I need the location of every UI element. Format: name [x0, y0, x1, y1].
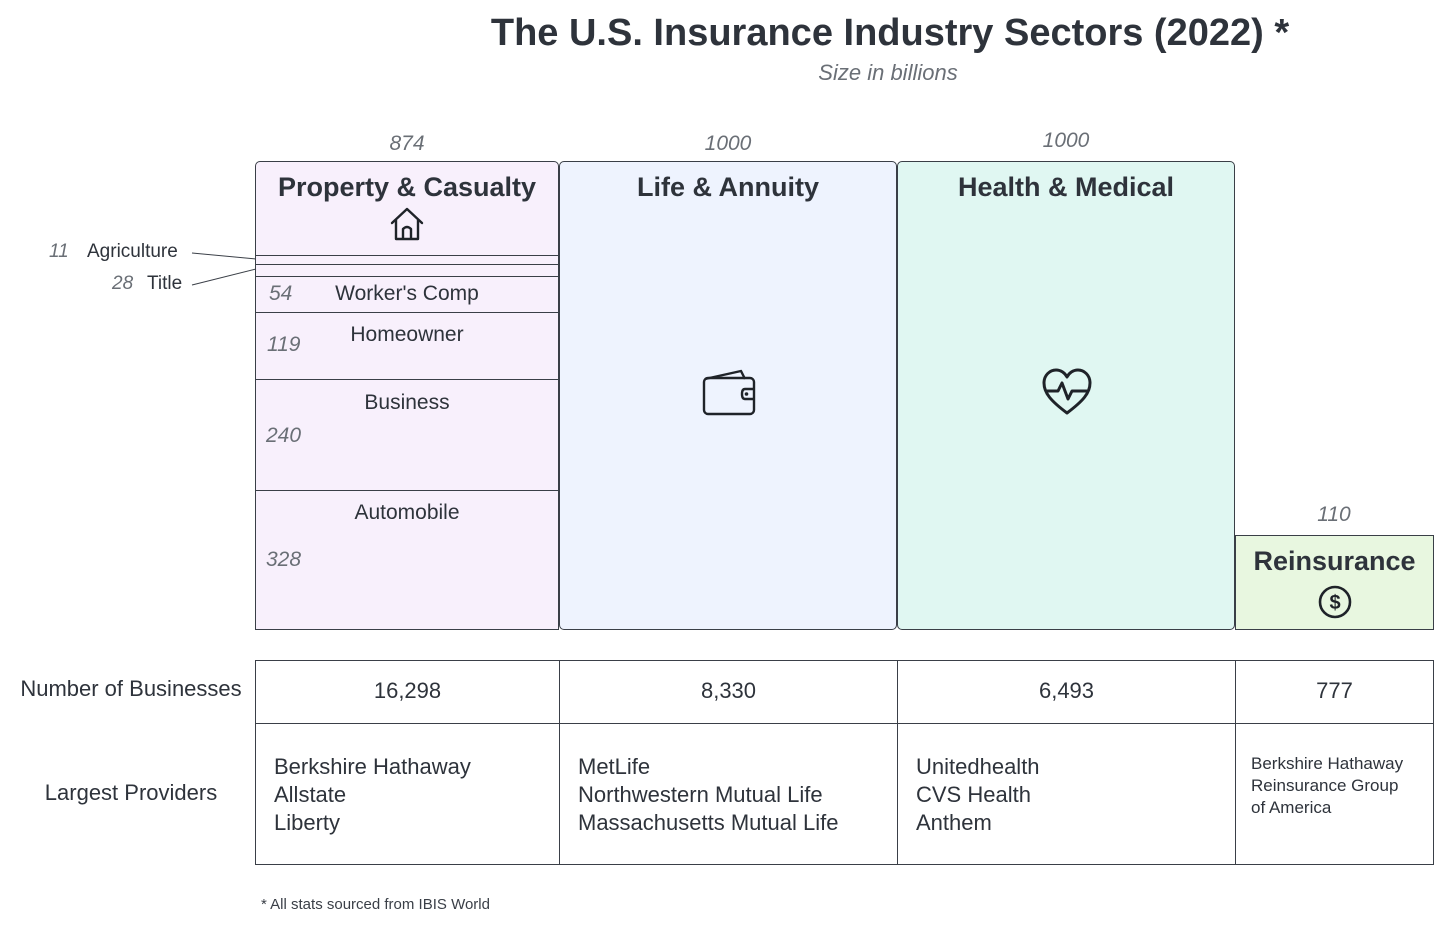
page-subtitle: Size in billions: [818, 60, 958, 85]
provider-name: Liberty: [274, 810, 341, 835]
provider-name: Massachusetts Mutual Life: [578, 810, 839, 835]
footnote: * All stats sourced from IBIS World: [261, 896, 490, 913]
subsector-name-title: Title: [147, 273, 183, 294]
provider-name: Reinsurance Group: [1251, 776, 1399, 795]
divider: [256, 379, 558, 380]
svg-text:$: $: [1329, 592, 1340, 614]
subsector-value-business: 240: [266, 424, 302, 447]
dollar-coin-icon: $: [1318, 585, 1352, 619]
subsector-name-automobile: Automobile: [354, 501, 460, 524]
subsector-value-homeowner: 119: [267, 333, 301, 356]
sector-name-life: Life & Annuity: [637, 172, 819, 202]
table-cell-businesses-life: 8,330: [559, 660, 898, 724]
provider-name: Northwestern Mutual Life: [578, 782, 823, 807]
sector-life-annuity: Life & Annuity: [559, 161, 897, 630]
sector-name-reinsurance: Reinsurance: [1253, 546, 1416, 576]
table-cell-providers-pc: Berkshire Hathaway Allstate Liberty: [255, 723, 560, 865]
subsector-value-title: 28: [112, 273, 134, 294]
provider-name: of America: [1251, 798, 1332, 817]
businesses-count-pc: 16,298: [373, 678, 442, 703]
divider: [256, 255, 558, 256]
sector-size-reinsurance: 110: [1317, 503, 1351, 526]
wallet-icon: [702, 369, 756, 416]
sector-name-health: Health & Medical: [957, 172, 1175, 202]
house-icon: [390, 207, 424, 241]
sector-size-health: 1000: [1042, 129, 1090, 152]
provider-name: Berkshire Hathaway: [1251, 754, 1404, 773]
sector-size-life: 1000: [704, 132, 752, 155]
businesses-count-health: 6,493: [1038, 678, 1095, 703]
subsector-name-agriculture: Agriculture: [87, 241, 178, 262]
subsector-name-workers-comp: Worker's Comp: [335, 282, 479, 305]
subsector-value-workers-comp: 54: [269, 282, 293, 305]
table-cell-businesses-pc: 16,298: [255, 660, 560, 724]
page-title: The U.S. Insurance Industry Sectors (202…: [490, 12, 1290, 54]
provider-name: Allstate: [274, 782, 347, 807]
sector-size-pc: 874: [389, 132, 425, 155]
divider: [256, 312, 558, 313]
businesses-count-life: 8,330: [700, 678, 757, 703]
businesses-count-reinsurance: 777: [1316, 678, 1353, 703]
subsector-value-automobile: 328: [266, 548, 302, 571]
subsector-name-business: Business: [364, 391, 450, 414]
subsector-value-agriculture: 11: [49, 241, 69, 262]
row-label-businesses: Number of Businesses: [20, 676, 242, 701]
table-cell-providers-health: Unitedhealth CVS Health Anthem: [897, 723, 1236, 865]
row-label-providers: Largest Providers: [44, 780, 218, 805]
subsector-name-homeowner: Homeowner: [350, 323, 464, 346]
heartbeat-icon: [1042, 368, 1092, 415]
sector-property-casualty: Property & Casualty 54 Worker's Comp Hom…: [255, 161, 559, 630]
provider-name: Berkshire Hathaway: [274, 754, 471, 779]
provider-name: Unitedhealth: [916, 754, 1040, 779]
provider-name: Anthem: [916, 810, 992, 835]
table-cell-businesses-reinsurance: 777: [1235, 660, 1434, 724]
sector-health-medical: Health & Medical: [897, 161, 1235, 630]
sector-name-pc: Property & Casualty: [277, 172, 537, 202]
divider: [256, 264, 558, 265]
table-cell-providers-reinsurance: Berkshire Hathaway Reinsurance Group of …: [1235, 723, 1434, 865]
provider-name: MetLife: [578, 754, 651, 779]
sector-reinsurance: Reinsurance $: [1235, 535, 1434, 630]
leader-lines: [191, 252, 257, 286]
table-cell-businesses-health: 6,493: [897, 660, 1236, 724]
divider: [256, 276, 558, 277]
provider-name: CVS Health: [916, 782, 1031, 807]
table-cell-providers-life: MetLife Northwestern Mutual Life Massach…: [559, 723, 898, 865]
divider: [256, 490, 558, 491]
